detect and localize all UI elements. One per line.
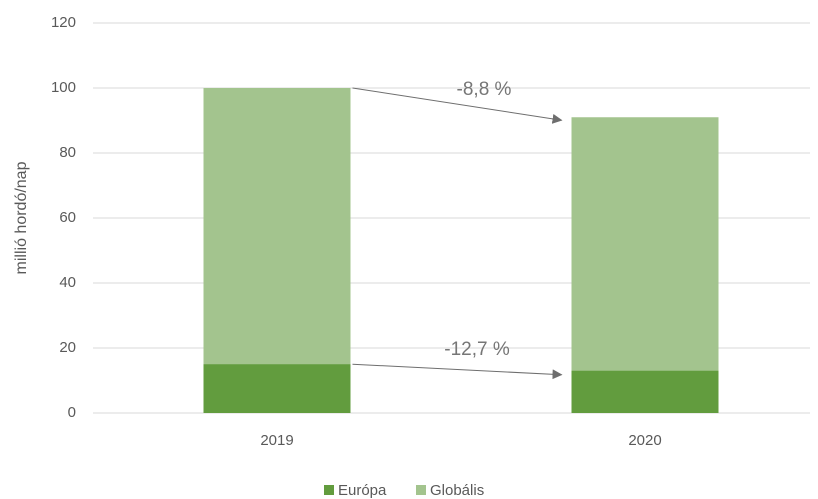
y-tick-label: 100 [51,79,76,96]
bar [571,117,719,413]
x-tick-label: 2020 [628,432,661,449]
change-arrow [352,87,563,124]
legend-label: Globális [430,482,484,499]
y-tick-label: 80 [59,144,76,161]
y-tick-label: 40 [59,274,76,291]
y-tick-label: 60 [59,209,76,226]
y-tick-label: 120 [51,14,76,31]
bar [571,370,719,413]
x-tick-label: 2019 [260,432,293,449]
legend-label: Európa [338,482,387,499]
y-tick-label: 20 [59,339,76,356]
change-arrow [352,363,563,380]
bar [203,88,351,413]
legend-swatch [324,485,334,495]
y-axis-label: millió hordó/nap [13,161,30,274]
legend-swatch [416,485,426,495]
y-tick-label: 0 [68,404,76,421]
annotation: -8,8 % [457,79,512,100]
annotation: -12,7 % [444,339,510,360]
bar [203,364,351,413]
